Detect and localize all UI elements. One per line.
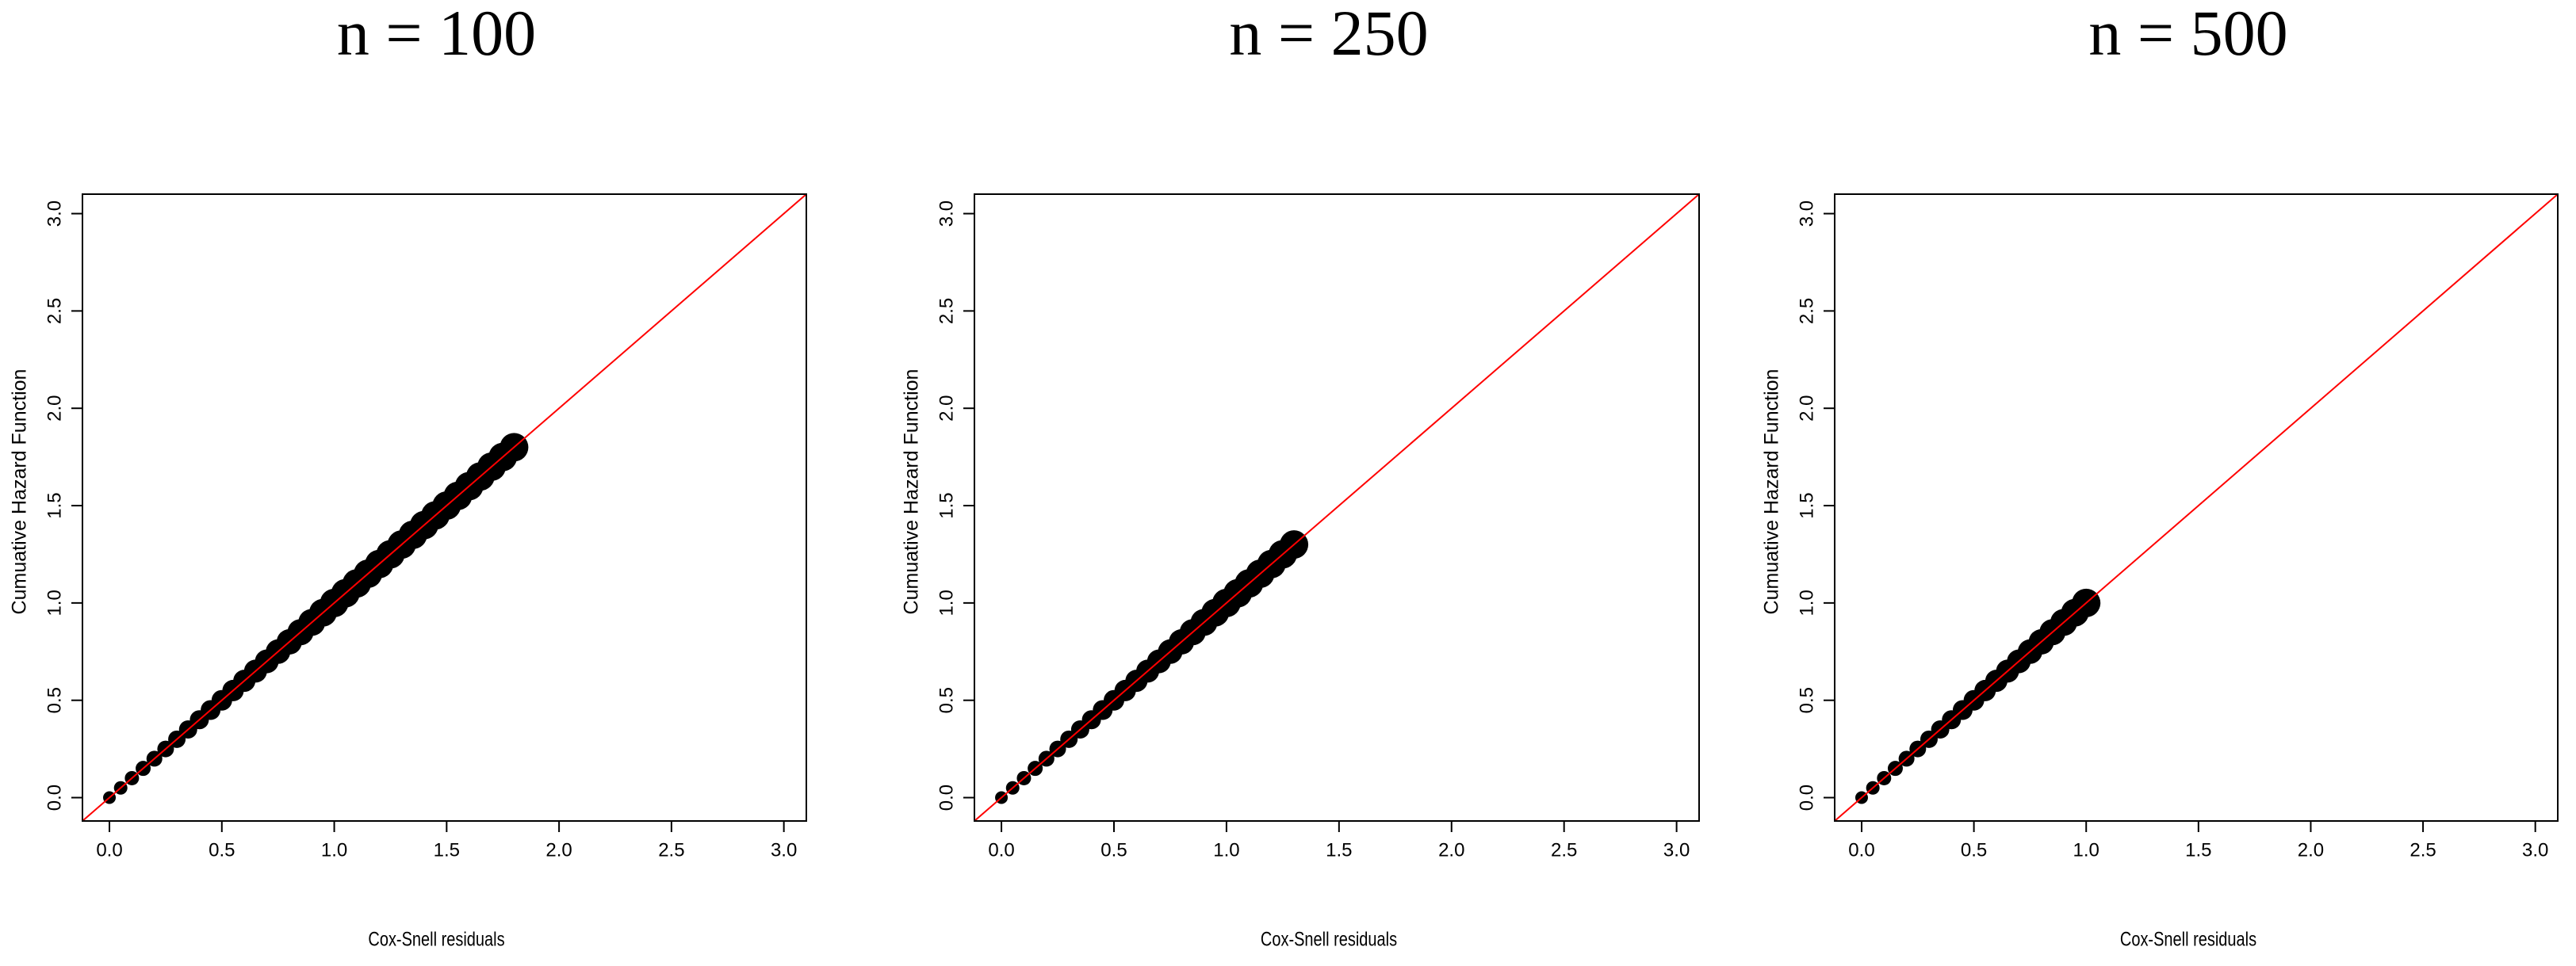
y-tick-label: 2.5 (936, 298, 957, 324)
y-tick-label: 0.5 (44, 687, 65, 713)
y-tick-label: 2.5 (1796, 298, 1817, 324)
x-tick-label: 1.5 (1326, 839, 1352, 861)
x-tick-label: 3.0 (771, 839, 797, 861)
x-tick-label: 0.5 (1100, 839, 1127, 861)
x-tick-label: 2.0 (545, 839, 572, 861)
y-tick-label: 1.0 (44, 590, 65, 616)
y-tick-label: 2.0 (936, 395, 957, 422)
y-tick-label: 3.0 (936, 200, 957, 227)
y-tick-label: 3.0 (1796, 200, 1817, 227)
x-tick-label: 3.0 (2522, 839, 2548, 861)
reference-line (82, 193, 807, 822)
x-tick-label: 2.0 (2298, 839, 2324, 861)
y-tick-label: 0.5 (1796, 687, 1817, 713)
x-tick-label: 2.5 (1551, 839, 1577, 861)
x-tick-label: 0.0 (1848, 839, 1874, 861)
y-tick-label: 1.0 (1796, 590, 1817, 616)
x-tick-label: 2.5 (2409, 839, 2436, 861)
x-tick-label: 2.5 (658, 839, 684, 861)
reference-line (974, 193, 1700, 822)
y-tick-label: 3.0 (44, 200, 65, 227)
x-tick-label: 0.5 (209, 839, 235, 861)
chart-title: n = 500 (2088, 0, 2287, 69)
y-tick-label: 2.0 (1796, 395, 1817, 422)
y-tick-label: 0.0 (936, 785, 957, 811)
chart-title: n = 250 (1229, 0, 1428, 69)
x-tick-label: 0.0 (988, 839, 1014, 861)
x-axis-label: Cox-Snell residuals (2120, 929, 2256, 951)
x-tick-label: 1.0 (1213, 839, 1239, 861)
x-tick-label: 1.5 (434, 839, 460, 861)
x-tick-label: 1.0 (321, 839, 347, 861)
x-tick-label: 0.0 (96, 839, 122, 861)
y-tick-label: 1.5 (1796, 492, 1817, 518)
x-tick-label: 2.0 (1438, 839, 1464, 861)
x-tick-label: 3.0 (1663, 839, 1690, 861)
y-axis-label: Cumuative Hazard Function (901, 369, 923, 615)
x-axis-label: Cox-Snell residuals (368, 929, 504, 951)
plot-frame (1834, 193, 2559, 822)
y-tick-label: 1.5 (936, 492, 957, 518)
plot-frame (82, 193, 807, 822)
y-tick-label: 1.0 (936, 590, 957, 616)
x-tick-label: 0.5 (1961, 839, 1987, 861)
y-tick-label: 0.0 (44, 785, 65, 811)
y-tick-label: 2.5 (44, 298, 65, 324)
y-tick-label: 1.5 (44, 492, 65, 518)
y-tick-label: 0.5 (936, 687, 957, 713)
x-tick-label: 1.0 (2073, 839, 2099, 861)
y-tick-label: 2.0 (44, 395, 65, 422)
plot-frame (974, 193, 1700, 822)
y-tick-label: 0.0 (1796, 785, 1817, 811)
y-axis-label: Cumuative Hazard Function (1761, 369, 1783, 615)
x-tick-label: 1.5 (2185, 839, 2211, 861)
reference-line (1834, 193, 2559, 822)
y-axis-label: Cumuative Hazard Function (9, 369, 31, 615)
x-axis-label: Cox-Snell residuals (1261, 929, 1397, 951)
chart-title: n = 100 (337, 0, 536, 69)
